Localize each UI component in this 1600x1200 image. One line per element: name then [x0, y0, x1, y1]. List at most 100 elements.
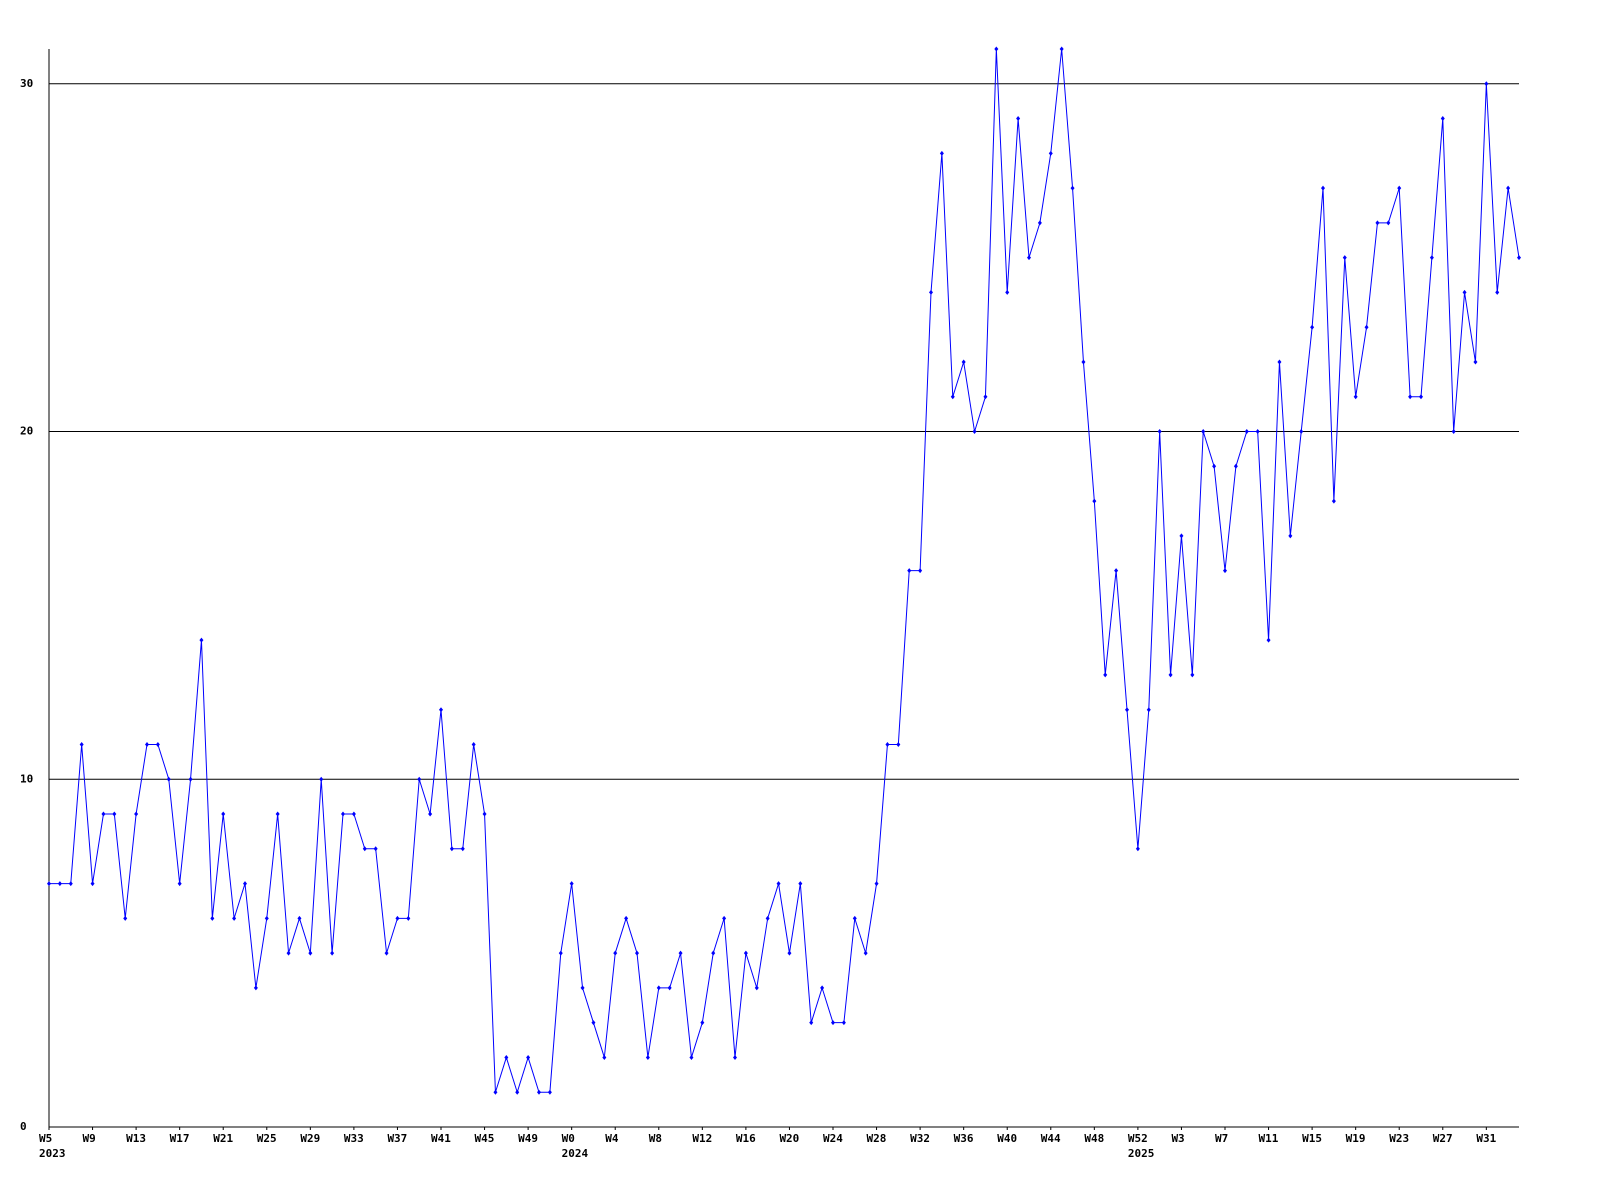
y-tick-label: 30 [20, 77, 33, 90]
data-point [1397, 185, 1402, 191]
x-tick-label: W21 [213, 1132, 233, 1145]
data-point [1517, 255, 1521, 261]
data-point [1288, 533, 1293, 539]
data-point [863, 950, 868, 956]
data-point [776, 881, 781, 887]
data-point [1342, 255, 1347, 261]
data-point [1114, 568, 1119, 574]
x-tick-label: W4 [605, 1132, 619, 1145]
data-point [972, 429, 977, 435]
data-point [57, 881, 62, 887]
data-point [656, 985, 661, 991]
data-point [929, 289, 933, 295]
x-tick-label: W0 [562, 1132, 575, 1145]
data-point [1201, 429, 1206, 435]
data-point [1331, 498, 1336, 504]
data-point [733, 1054, 737, 1060]
data-point [188, 776, 193, 782]
data-point [558, 950, 563, 956]
data-point [1081, 359, 1086, 365]
y-tick-label: 10 [20, 772, 33, 785]
data-point [112, 811, 117, 817]
data-point [689, 1054, 694, 1060]
year-label: 2023 [39, 1147, 66, 1160]
data-point [275, 811, 280, 817]
data-point [1506, 185, 1511, 191]
x-tick-label: W5 [39, 1132, 52, 1145]
data-point [199, 637, 204, 643]
data-point [1429, 255, 1434, 261]
data-point [765, 915, 770, 921]
year-label: 2025 [1128, 1147, 1155, 1160]
x-tick-label: W29 [300, 1132, 320, 1145]
x-tick-label: W32 [910, 1132, 930, 1145]
x-tick-label: W27 [1433, 1132, 1453, 1145]
data-point [155, 741, 160, 747]
data-point [308, 950, 313, 956]
data-point [1440, 116, 1445, 122]
x-tick-label: W20 [779, 1132, 799, 1145]
x-tick-label: W31 [1476, 1132, 1496, 1145]
data-point [852, 915, 857, 921]
data-point [950, 394, 955, 400]
data-point [885, 741, 890, 747]
data-point [787, 950, 792, 956]
data-point [1146, 707, 1151, 713]
data-point [449, 846, 454, 852]
data-point [319, 776, 324, 782]
data-point [1473, 359, 1478, 365]
data-point [809, 1020, 814, 1026]
data-point [68, 881, 73, 887]
data-point [1070, 185, 1075, 191]
x-tick-label: W49 [518, 1132, 538, 1145]
data-point [1037, 220, 1042, 226]
data-point [667, 985, 672, 991]
data-point [743, 950, 748, 956]
data-point [645, 1054, 650, 1060]
data-point [754, 985, 759, 991]
x-tick-label: W45 [475, 1132, 495, 1145]
data-point [831, 1020, 835, 1026]
data-point [1484, 81, 1489, 87]
x-tick-label: W16 [736, 1132, 756, 1145]
data-point [1179, 533, 1184, 539]
data-point [918, 568, 923, 574]
x-tick-label: W12 [692, 1132, 712, 1145]
data-point [1310, 324, 1315, 330]
data-point [1157, 429, 1162, 435]
data-point [243, 881, 247, 887]
data-point [460, 846, 465, 852]
x-tick-label: W23 [1389, 1132, 1409, 1145]
data-point [1408, 394, 1413, 400]
data-point [1190, 672, 1195, 678]
data-point [166, 776, 171, 782]
data-point [820, 985, 825, 991]
data-point [1048, 150, 1053, 156]
data-point [351, 811, 356, 817]
data-point [711, 950, 716, 956]
data-point [700, 1020, 705, 1026]
data-point [428, 811, 433, 817]
data-point [1233, 463, 1238, 469]
data-point [145, 741, 149, 747]
data-point [907, 568, 912, 574]
data-point [341, 811, 345, 817]
data-point [1266, 637, 1271, 643]
data-point [1092, 498, 1097, 504]
x-tick-label: W52 [1128, 1132, 1148, 1145]
data-point [798, 881, 803, 887]
x-tick-label: W9 [83, 1132, 96, 1145]
data-point [1125, 707, 1129, 713]
data-point [569, 881, 574, 887]
data-point [373, 846, 378, 852]
data-point [722, 915, 727, 921]
data-point [1353, 394, 1358, 400]
data-point [591, 1020, 596, 1026]
data-point [526, 1054, 531, 1060]
data-point [1255, 429, 1260, 435]
data-point [1016, 116, 1021, 122]
x-tick-label: W36 [954, 1132, 974, 1145]
data-point [177, 881, 182, 887]
x-tick-label: W13 [126, 1132, 146, 1145]
